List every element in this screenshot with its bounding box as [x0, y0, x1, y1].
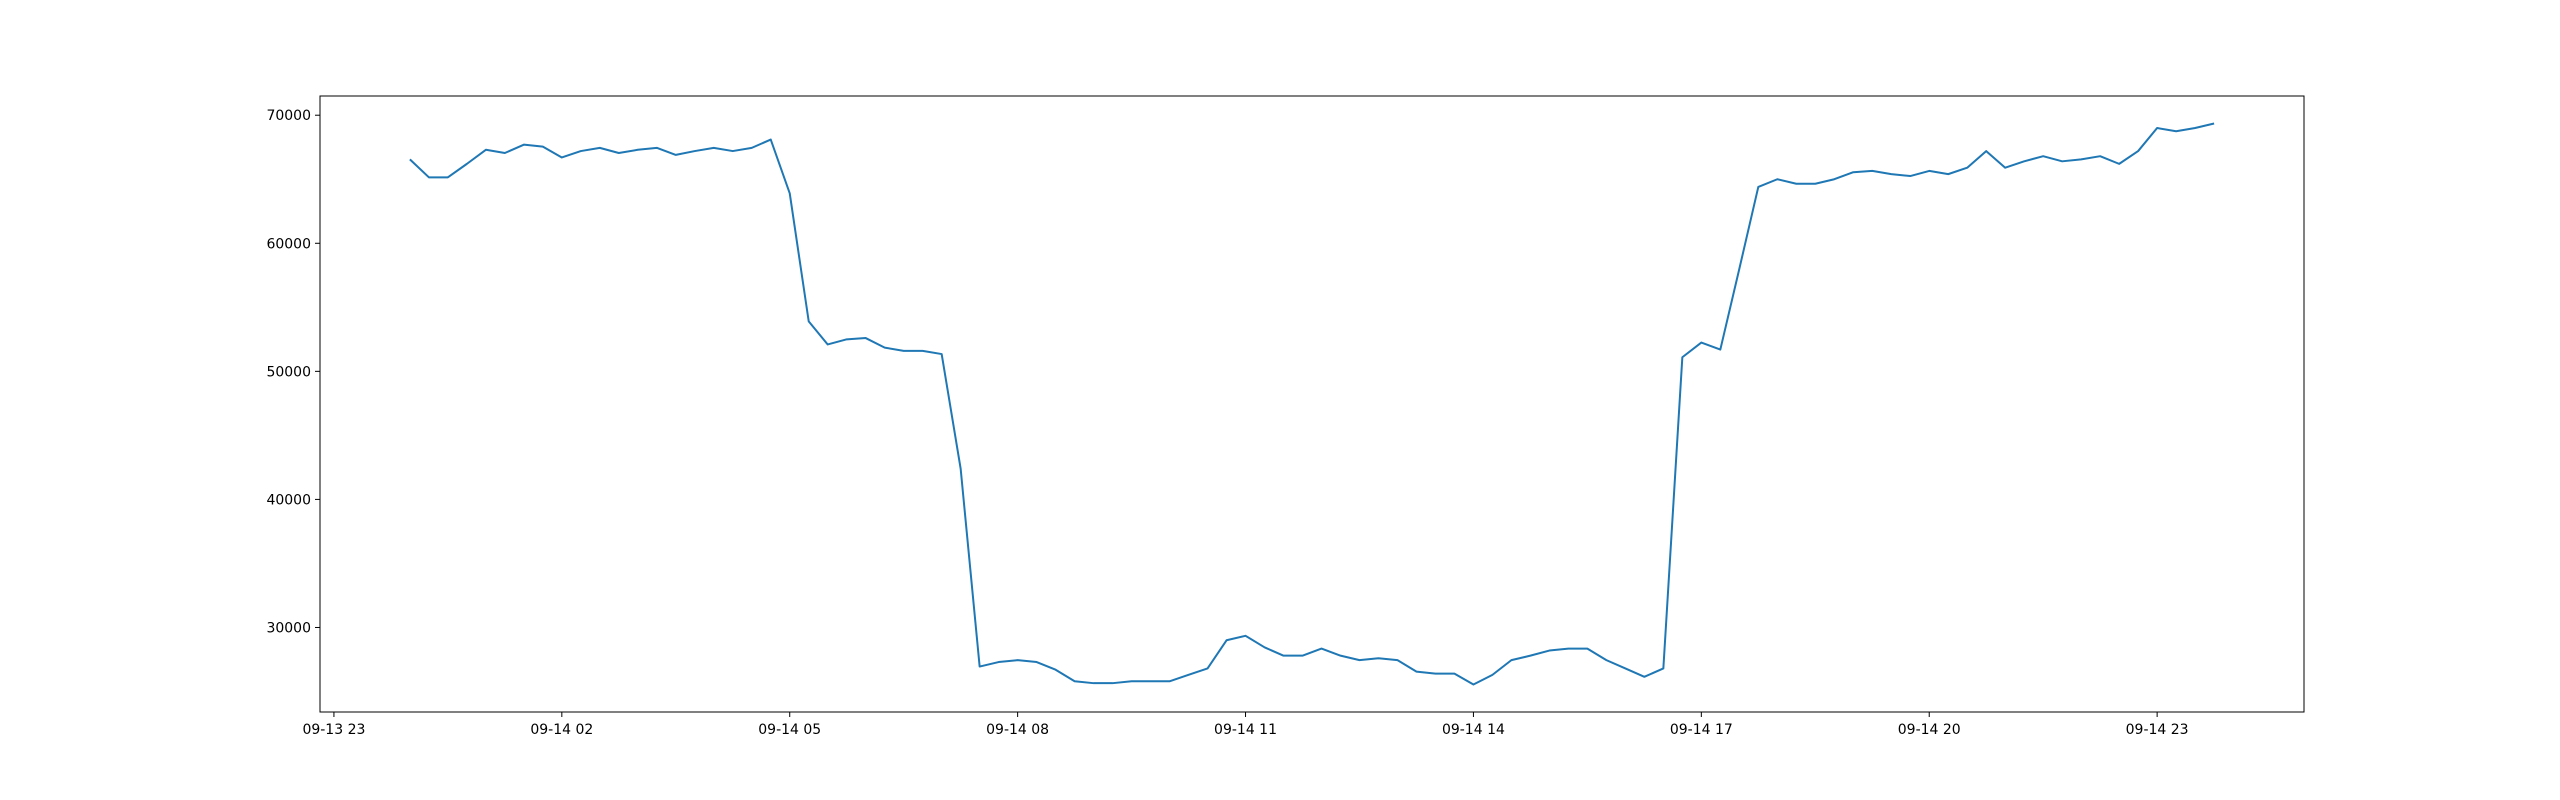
x-tick-label: 09-14 23 [2126, 722, 2189, 738]
x-tick-label: 09-14 17 [1670, 722, 1733, 738]
x-tick-label: 09-13 23 [302, 722, 365, 738]
y-tick-label: 60000 [266, 236, 311, 252]
x-tick-label: 09-14 08 [986, 722, 1049, 738]
line [409, 122, 2215, 686]
x-tick-label: 09-14 05 [758, 722, 821, 738]
x-tick-label: 09-14 11 [1214, 722, 1277, 738]
x-tick-label: 09-14 20 [1898, 722, 1961, 738]
y-tick-label: 70000 [266, 108, 311, 124]
y-tick-label: 30000 [266, 620, 311, 636]
x-tick-label: 09-14 14 [1442, 722, 1505, 738]
y-tick-label: 40000 [266, 492, 311, 508]
y-tick-label: 50000 [266, 364, 311, 380]
plot-frame [319, 95, 2305, 713]
x-tick-label: 09-14 02 [530, 722, 593, 738]
